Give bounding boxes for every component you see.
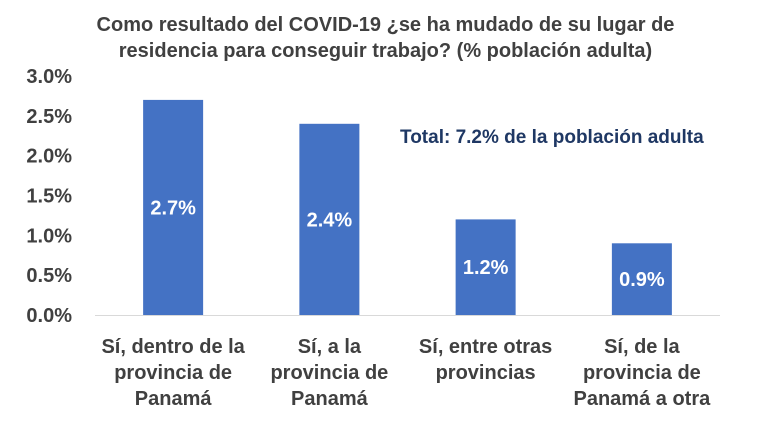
y-axis: 0.0% 0.5% 1.0% 1.5% 2.0% 2.5% 3.0% [26, 66, 72, 327]
x-tick-label: Sí, a la provincia de Panamá [270, 336, 388, 410]
data-label: 0.9% [619, 269, 665, 291]
x-tick-label: Sí, entre otras provincias [419, 336, 552, 384]
chart-title: Como resultado del COVID-19 ¿se ha mudad… [96, 14, 675, 62]
y-tick-label: 0.5% [26, 265, 72, 287]
data-label: 2.4% [307, 209, 353, 231]
y-tick-label: 2.0% [26, 146, 72, 168]
data-label: 1.2% [463, 257, 509, 279]
data-labels: 2.7% 2.4% 1.2% 0.9% [150, 197, 665, 291]
bar [299, 123, 360, 315]
bar [455, 219, 516, 315]
total-annotation: Total: 7.2% de la población adulta [400, 127, 704, 148]
y-tick-label: 2.5% [26, 106, 72, 128]
y-tick-label: 1.0% [26, 225, 72, 247]
x-axis: Sí, dentro de la provincia de Panamá Sí, a … [95, 315, 720, 410]
data-label: 2.7% [150, 197, 196, 219]
x-tick-label: Sí, de la provincia de Panamá a otra [574, 336, 712, 410]
bar [143, 99, 204, 316]
y-tick-label: 3.0% [26, 66, 72, 88]
y-tick-label: 0.0% [26, 305, 72, 327]
bars [143, 99, 672, 316]
x-tick-label: Sí, dentro de la provincia de Panamá [101, 336, 245, 410]
y-tick-label: 1.5% [26, 186, 72, 208]
bar [611, 243, 672, 315]
